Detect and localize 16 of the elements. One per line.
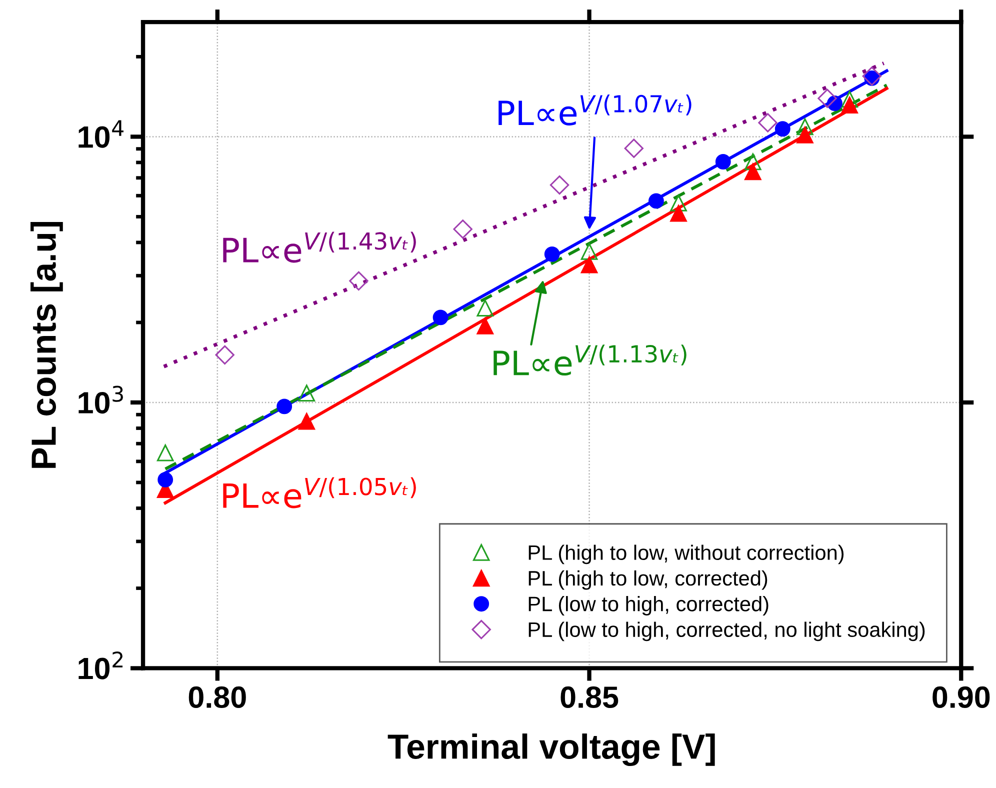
y-tick-label: 10$^{4}$ [78,120,124,148]
legend-label: PL (high to low, corrected) [528,570,768,590]
x-tick-label: 0.80 [188,686,246,708]
x-tick-label: 0.85 [560,686,618,708]
x-axis-title: Terminal voltage [V] [388,734,715,766]
y-tick-label: 10$^{3}$ [78,386,123,414]
annotation: PL∝e$^{V/(1.07vₜ)}$ [498,94,692,126]
x-tick-label: 0.90 [932,686,990,708]
annotation: PL∝e$^{V/(1.05vₜ)}$ [223,477,416,508]
y-axis-title: PL counts [a.u] [30,222,63,468]
annotation: PL∝e$^{V/(1.13vₜ)}$ [494,344,686,376]
legend-label: PL (high to low, without correction) [528,544,844,564]
legend-label: PL (low to high, corrected, no light soaking) [528,622,925,642]
annotation: PL∝e$^{V/(1.43vₜ)}$ [223,232,416,263]
y-tick-label: 10$^{2}$ [78,651,123,680]
legend-label: PL (low to high, corrected) [528,596,768,616]
